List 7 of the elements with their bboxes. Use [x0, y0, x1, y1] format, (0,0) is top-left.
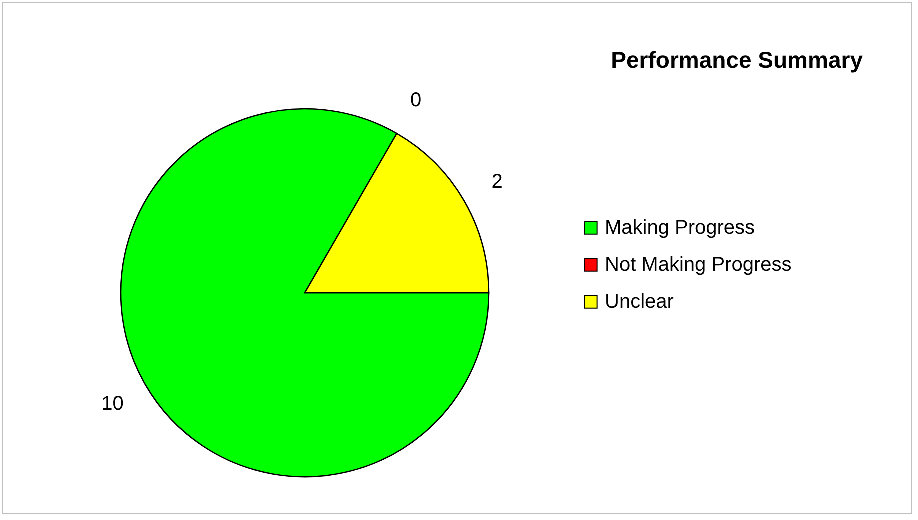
legend-label: Unclear	[605, 291, 674, 313]
legend-label: Making Progress	[605, 217, 756, 239]
legend-label: Not Making Progress	[605, 254, 792, 276]
data-label: 10	[102, 393, 124, 415]
chart-title: Performance Summary	[611, 47, 864, 73]
data-label: 2	[492, 171, 503, 193]
text: 0	[410, 90, 422, 112]
